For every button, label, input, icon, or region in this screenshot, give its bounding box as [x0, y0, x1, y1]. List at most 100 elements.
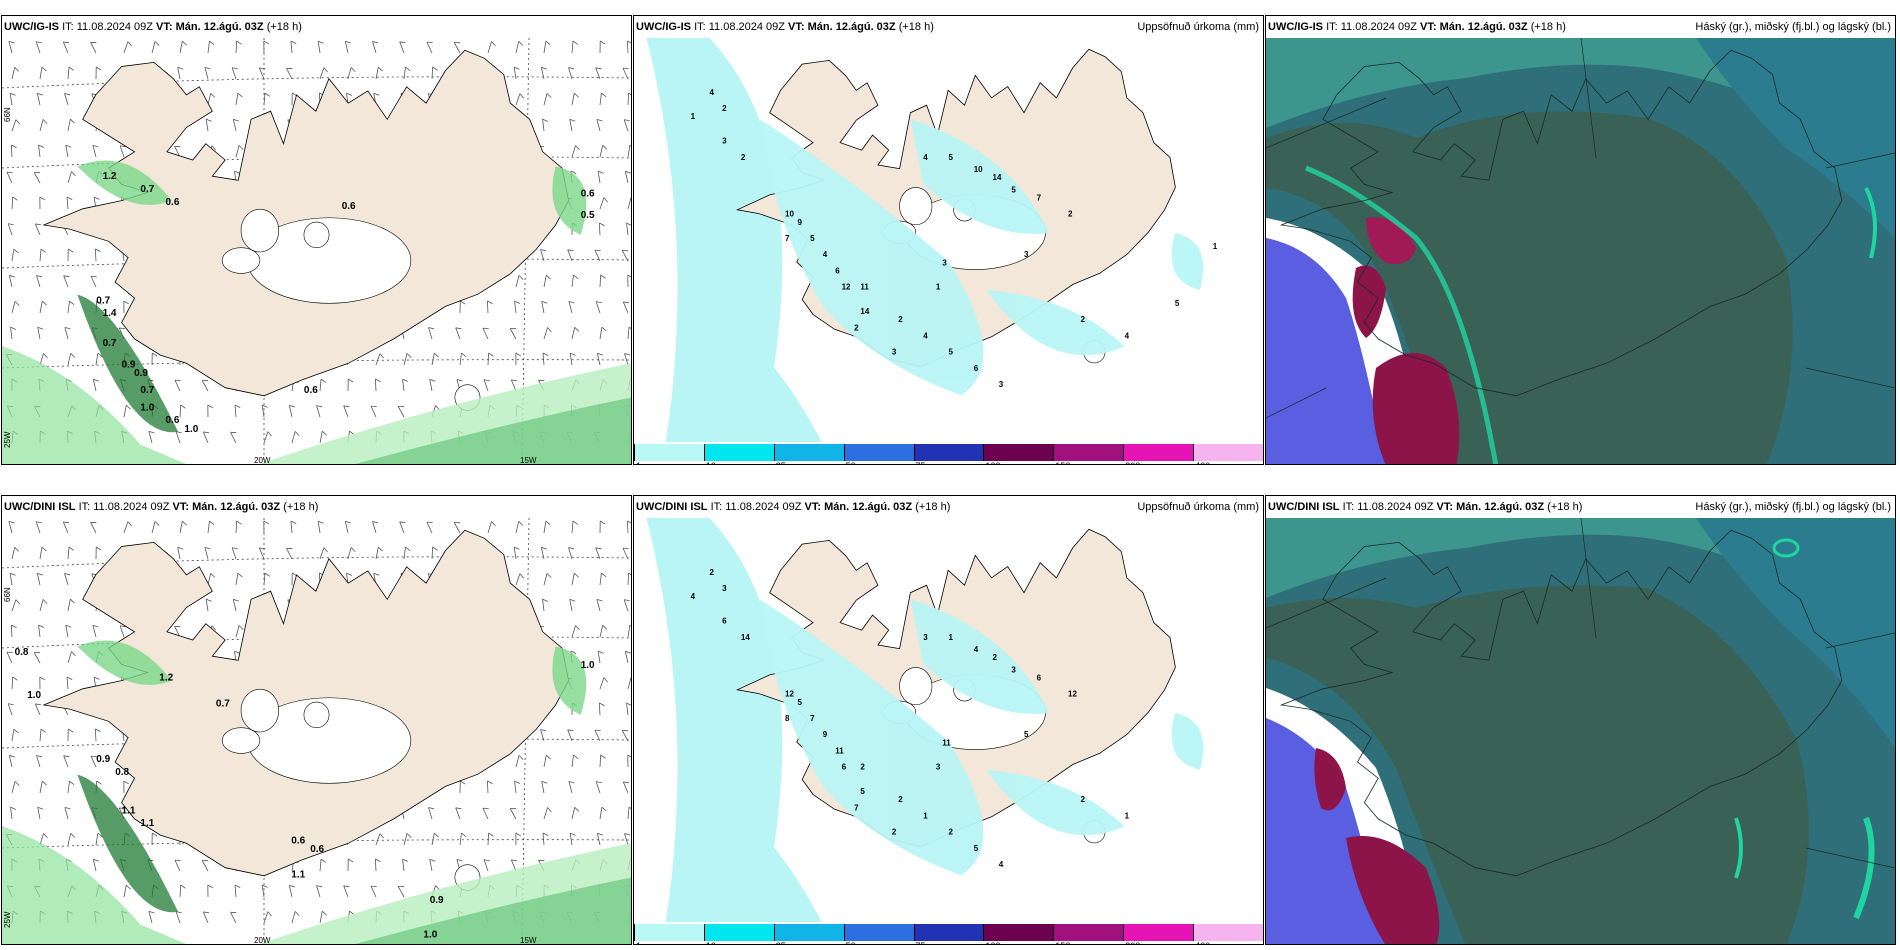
- cloud-map: [1266, 38, 1895, 464]
- colorbar-swatch: [843, 924, 914, 941]
- precip-value-label: 1: [1213, 242, 1218, 251]
- precip-value-label: 5: [860, 787, 865, 796]
- wind-map: 1.2 0.7 0.6 0.6 0.6 0.5 0.7 1.4 0.7 0.90.9 0.7 1.0 0…: [2, 38, 631, 464]
- colorbar-swatch: [634, 444, 704, 461]
- colorbar-label: 400: [1195, 941, 1210, 944]
- colorbar-swatch: [983, 444, 1054, 461]
- precip-value-label: 1: [1125, 811, 1130, 820]
- precip-value-label: 1: [691, 112, 696, 121]
- colorbar-swatch: [913, 924, 984, 941]
- wind-gust-label: 0.7: [96, 295, 110, 306]
- colorbar-label: 50: [846, 941, 856, 944]
- wind-gust-label: 0.6: [166, 197, 180, 208]
- cloud-panel-bottom: UWC/DINI ISL IT: 11.08.2024 09Z VT: Mán.…: [1265, 495, 1896, 945]
- model-name: UWC/IG-IS: [4, 21, 59, 33]
- precip-value-label: 2: [710, 568, 715, 577]
- lead-time: (+18 h): [1547, 501, 1583, 513]
- wind-gust-label: 1.2: [103, 171, 117, 182]
- precip-value-label: 3: [722, 137, 727, 146]
- precip-value-label: 4: [999, 860, 1004, 869]
- wind-gust-label: 1.4: [103, 308, 117, 319]
- precip-value-label: 11: [860, 283, 869, 292]
- lead-time: (+18 h): [283, 501, 319, 513]
- lead-time: (+18 h): [266, 21, 302, 33]
- lead-time: (+18 h): [1530, 21, 1566, 33]
- precip-value-label: 2: [854, 323, 859, 332]
- colorbar-label: 200: [1125, 461, 1140, 464]
- valid-time: VT: Mán. 12.ágú. 03Z: [172, 501, 281, 513]
- wind-gust-label: 0.5: [581, 210, 595, 221]
- precip-value-label: 11: [942, 738, 951, 747]
- precip-value-label: 2: [993, 653, 998, 662]
- wind-map: 0.8 1.0 1.2 0.7 0.9 0.8 1.1 1.1 0.6 0.6 1.1 0.9 1.0 1…: [2, 518, 631, 944]
- colorbar-swatch: [1193, 924, 1263, 941]
- wind-gust-label: 1.1: [291, 870, 305, 881]
- init-time: IT: 11.08.2024 09Z: [1326, 21, 1417, 33]
- precip-value-label: 3: [942, 258, 947, 267]
- wind-gust-label: 0.6: [342, 201, 356, 212]
- precip-title: Uppsöfnuð úrkoma (mm): [1137, 501, 1259, 513]
- model-name: UWC/DINI ISL: [4, 501, 76, 513]
- colorbar-swatch: [1193, 444, 1263, 461]
- precip-value-label: 2: [892, 828, 897, 837]
- precip-value-label: 3: [923, 633, 928, 642]
- precip-value-label: 5: [949, 348, 954, 357]
- lead-time: (+18 h): [898, 21, 934, 33]
- valid-time: VT: Mán. 12.ágú. 03Z: [804, 501, 913, 513]
- colorbar-label: 50: [846, 461, 856, 464]
- colorbar-label: 25: [776, 941, 786, 944]
- precip-title: Uppsöfnuð úrkoma (mm): [1137, 21, 1259, 33]
- colorbar-label: 200: [1125, 941, 1140, 944]
- precip-value-label: 2: [949, 828, 954, 837]
- precip-value-label: 4: [923, 153, 928, 162]
- colorbar-label: 75: [916, 461, 926, 464]
- wind-gust-label: 1.1: [122, 805, 136, 816]
- cloud-panel-top: UWC/IG-IS IT: 11.08.2024 09Z VT: Mán. 12…: [1265, 15, 1896, 465]
- init-time: IT: 11.08.2024 09Z: [78, 501, 170, 513]
- wind-panel-bottom: UWC/DINI ISL IT: 11.08.2024 09Z VT: Mán.…: [1, 495, 632, 945]
- precip-value-label: 9: [823, 730, 828, 739]
- precip-colorbar: 1 10 25 50 75 100 150 200 400: [634, 922, 1263, 944]
- precip-value-label: 5: [1011, 185, 1016, 194]
- wind-gust-label: 1.0: [184, 424, 198, 435]
- model-name: UWC/IG-IS: [636, 21, 691, 33]
- precip-value-label: 14: [860, 307, 869, 316]
- wind-gust-label: 0.9: [134, 368, 148, 379]
- wind-gust-label: 0.6: [310, 844, 324, 855]
- valid-time: VT: Mán. 12.ágú. 03Z: [1420, 21, 1528, 33]
- precip-value-label: 3: [999, 380, 1004, 389]
- precip-value-label: 2: [1068, 210, 1073, 219]
- precip-value-label: 2: [1081, 315, 1086, 324]
- precip-value-label: 12: [842, 283, 851, 292]
- wind-gust-label: 0.8: [15, 647, 29, 658]
- panel-header: UWC/DINI ISL IT: 11.08.2024 09Z VT: Mán.…: [634, 496, 1263, 518]
- colorbar-label: 100: [985, 461, 1000, 464]
- wind-gust-label: 0.7: [103, 338, 117, 349]
- lat-label-25w: 25W: [3, 911, 12, 928]
- wind-gust-label: 0.6: [304, 385, 318, 396]
- cloud-map: [1266, 518, 1895, 944]
- precip-value-label: 6: [842, 763, 847, 772]
- valid-time: VT: Mán. 12.ágú. 03Z: [156, 21, 264, 33]
- precip-value-label: 14: [741, 633, 750, 642]
- lat-label-66n: 66N: [3, 587, 12, 602]
- colorbar-label: 25: [776, 461, 786, 464]
- precip-panel-top: UWC/IG-IS IT: 11.08.2024 09Z VT: Mán. 12…: [633, 15, 1264, 465]
- precip-value-label: 4: [1125, 331, 1130, 340]
- wind-gust-label: 0.9: [122, 360, 136, 371]
- wind-panel-top: UWC/IG-IS IT: 11.08.2024 09Z VT: Mán. 12…: [1, 15, 632, 465]
- precip-value-label: 2: [898, 315, 903, 324]
- wind-gust-label: 1.1: [140, 818, 154, 829]
- precip-value-label: 9: [798, 218, 803, 227]
- colorbar-label: 10: [706, 461, 716, 464]
- precip-panel-bottom: UWC/DINI ISL IT: 11.08.2024 09Z VT: Mán.…: [633, 495, 1264, 945]
- colorbar-label: 1: [636, 941, 641, 944]
- precip-value-label: 5: [798, 698, 803, 707]
- precip-value-label: 2: [722, 104, 727, 113]
- colorbar-label: 150: [1055, 461, 1070, 464]
- model-name: UWC/DINI ISL: [636, 501, 708, 513]
- colorbar-label: 75: [916, 941, 926, 944]
- precip-value-label: 5: [810, 234, 815, 243]
